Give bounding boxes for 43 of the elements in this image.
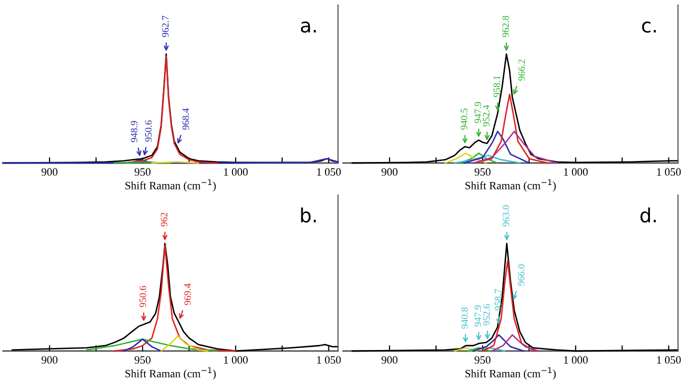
annotation: 940.5 bbox=[460, 108, 468, 130]
annotation: 952.4 bbox=[482, 104, 490, 126]
x-tick-label: 1 000 bbox=[564, 168, 588, 176]
x-tick-label: 900 bbox=[382, 168, 398, 176]
chart-title: c. bbox=[642, 22, 656, 33]
x-tick-label: 1 050 bbox=[317, 356, 341, 364]
annotation: 940.8 bbox=[461, 307, 468, 329]
annotation: 948.9 bbox=[130, 121, 138, 142]
x-tick-label: 1 000 bbox=[224, 168, 248, 176]
annotation: 963.0 bbox=[502, 205, 510, 226]
x-tick-label: 950 bbox=[134, 356, 150, 364]
x-tick-label: 900 bbox=[42, 356, 58, 364]
x-tick-label: 1 000 bbox=[564, 356, 588, 364]
annotation: 968.4 bbox=[182, 108, 190, 130]
x-axis-title: Shift Raman (cm$^{−1}$) bbox=[125, 179, 216, 192]
chart-title: b. bbox=[301, 207, 316, 223]
chart-title: d. bbox=[640, 207, 656, 223]
annotation: 950.6 bbox=[145, 120, 152, 142]
x-tick-label: 1 000 bbox=[224, 356, 248, 364]
x-axis-title: Shift Raman (cm$^{−1}$) bbox=[465, 179, 556, 192]
annotation: 947.9 bbox=[474, 305, 482, 326]
annotation: 958.7 bbox=[494, 289, 502, 310]
x-axis-title: Shift Raman (cm$^{−1}$) bbox=[125, 367, 216, 380]
annotation: 966.0 bbox=[518, 264, 525, 286]
annotation: 962.8 bbox=[502, 16, 509, 38]
x-tick-label: 1 050 bbox=[657, 356, 681, 364]
annotation: 962 bbox=[160, 212, 168, 226]
x-tick-label: 900 bbox=[42, 168, 58, 176]
x-tick-label: 950 bbox=[134, 168, 150, 176]
chart-title: a. bbox=[300, 22, 316, 33]
x-tick-label: 1 050 bbox=[657, 168, 681, 176]
annotation: 958.1 bbox=[494, 76, 500, 97]
x-tick-label: 950 bbox=[474, 168, 490, 176]
annotation: 969.4 bbox=[184, 284, 191, 305]
annotation: 962.7 bbox=[162, 16, 169, 38]
annotation: 950.6 bbox=[140, 286, 146, 308]
x-tick-label: 950 bbox=[474, 356, 490, 364]
annotation: 952.6 bbox=[483, 304, 490, 326]
annotation: 947.9 bbox=[474, 102, 482, 124]
x-tick-label: 900 bbox=[382, 356, 398, 364]
x-tick-label: 1 050 bbox=[317, 168, 341, 176]
annotation: 966.2 bbox=[518, 60, 525, 81]
x-axis-title: Shift Raman (cm$^{−1}$) bbox=[465, 367, 556, 380]
